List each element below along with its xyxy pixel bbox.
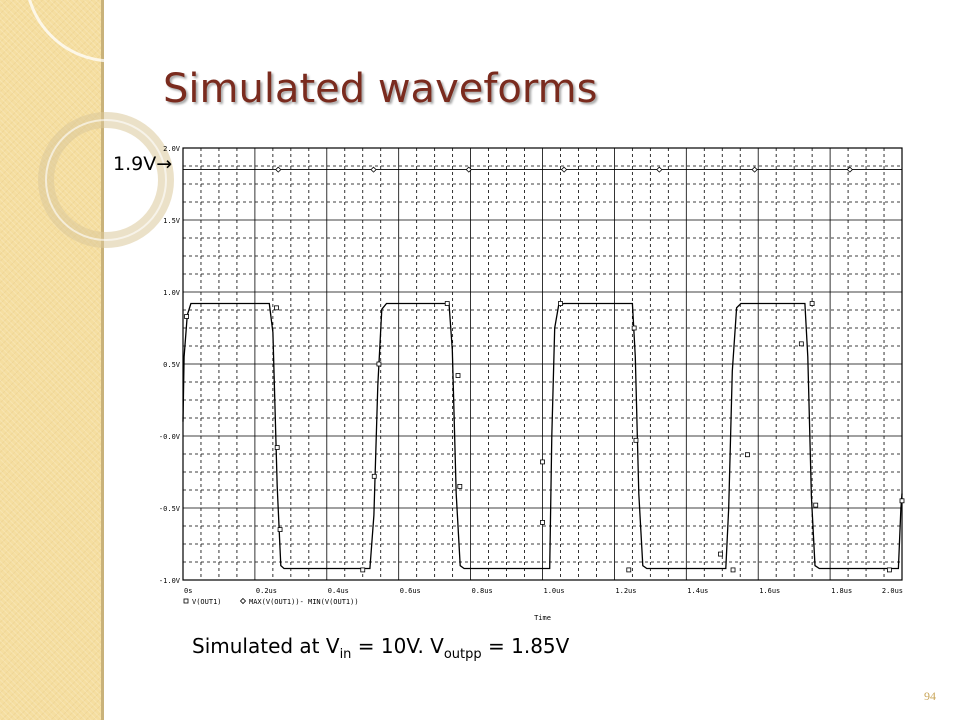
data-marker-square (277, 527, 283, 532)
x-tick-label: 0.6us (400, 587, 421, 595)
caption-suffix: = 1.85V (481, 634, 570, 658)
x-tick-label: 2.0us (882, 587, 903, 595)
y-tick-label: -0.5V (159, 505, 181, 513)
data-marker-square (371, 473, 377, 479)
y-tick-label: 1.5V (163, 217, 181, 225)
caption-sub-in: in (339, 647, 352, 662)
data-marker-square (813, 502, 819, 508)
right-arrow-icon: → (156, 153, 173, 175)
y-tick-label: 0.5V (163, 361, 181, 369)
data-marker-square (540, 520, 545, 525)
data-marker-square (274, 305, 279, 311)
page-number: 94 (924, 689, 936, 703)
y-tick-label: -0.0V (159, 433, 181, 441)
data-marker-square (376, 361, 382, 367)
data-marker-square (798, 341, 804, 347)
legend-marker-square (183, 598, 189, 604)
plot-frame (182, 147, 903, 581)
decorative-circles (28, 0, 196, 248)
x-axis-label: Time (534, 614, 551, 622)
data-marker-square (540, 459, 545, 465)
data-marker-square (455, 373, 461, 378)
data-marker-square (631, 325, 637, 331)
data-marker-square (745, 452, 750, 458)
data-marker-square (718, 551, 723, 557)
data-marker-diamond (275, 166, 282, 173)
x-tick-label: 1.2us (615, 587, 636, 595)
data-marker-square (444, 301, 450, 306)
annotation-text: 1.9V (113, 153, 157, 175)
x-tick-label: 1.6us (759, 587, 780, 595)
y-tick-label: -1.0V (159, 577, 181, 585)
data-marker-diamond (846, 166, 853, 173)
y-tick-label: 1.0V (163, 289, 181, 297)
data-marker-square (558, 301, 563, 306)
data-marker-square (633, 437, 639, 443)
caption-prefix: Simulated at V (192, 634, 340, 658)
data-marker-square (274, 445, 280, 450)
caption-sub-outpp: outpp (443, 647, 482, 662)
x-tick-label: 0.8us (472, 587, 493, 595)
data-marker-square (184, 314, 189, 319)
data-marker-diamond (465, 166, 472, 173)
x-tick-label: 1.0us (544, 587, 565, 595)
y-tick-label: 2.0V (163, 145, 181, 153)
data-marker-square (809, 301, 815, 306)
data-marker-square (360, 567, 366, 573)
caption-mid: = 10V. V (351, 634, 444, 658)
series-line-vout1 (182, 302, 903, 570)
legend-label: MAX(V(OUT1))- MIN(V(OUT1)) (249, 598, 359, 606)
data-marker-square (730, 567, 736, 573)
data-marker-diamond (561, 166, 568, 173)
data-marker-square (626, 567, 632, 573)
x-tick-label: 1.8us (831, 587, 852, 595)
slide-caption: Simulated at Vin = 10V. Voutpp = 1.85V (192, 634, 570, 661)
x-tick-label: 1.4us (687, 587, 708, 595)
data-marker-square (457, 483, 463, 489)
level-annotation: 1.9V→ (113, 153, 172, 175)
data-marker-diamond (656, 166, 663, 173)
data-marker-square (887, 567, 892, 573)
legend-marker-diamond (239, 597, 247, 605)
x-tick-label: 0.4us (328, 587, 349, 595)
slide-title: Simulated waveforms (163, 66, 598, 112)
x-tick-label: 0.2us (256, 587, 277, 595)
legend-label: V(OUT1) (192, 598, 222, 606)
data-marker-diamond (370, 166, 377, 173)
data-marker-square (899, 498, 905, 504)
data-marker-diamond (751, 166, 758, 173)
x-tick-label: 0s (184, 587, 192, 595)
